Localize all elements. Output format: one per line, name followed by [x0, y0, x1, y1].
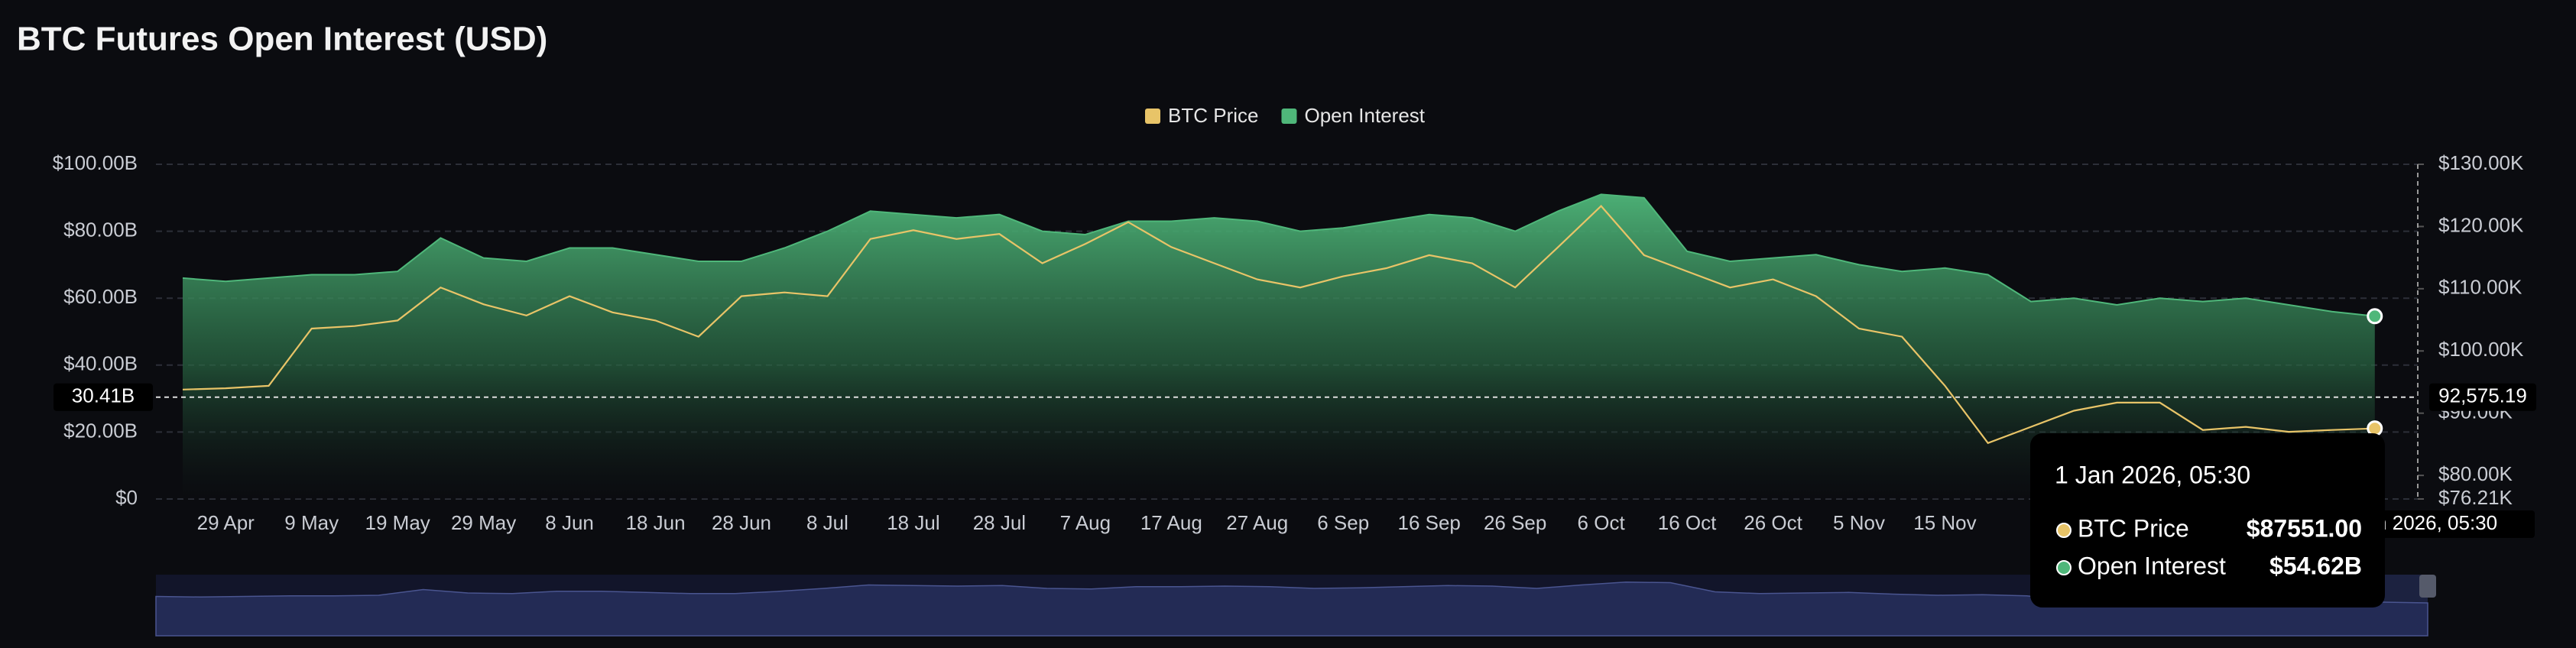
y2-tick-label: $76.21K — [2438, 486, 2513, 509]
x-tick-label: 8 Jun — [545, 511, 594, 534]
tooltip-title: 1 Jan 2026, 05:30 — [2055, 461, 2250, 488]
y-tick-label: $60.00B — [63, 285, 138, 308]
area-edge — [182, 193, 2375, 317]
tooltip-dot — [2056, 523, 2072, 538]
x-tick-label: 6 Sep — [1317, 511, 1369, 534]
x-tick-label: 17 Aug — [1140, 511, 1202, 534]
y2-tick-label: $130.00K — [2438, 151, 2524, 174]
legend-swatch[interactable] — [1145, 109, 1160, 124]
point-marker — [2367, 308, 2383, 325]
y-tick-label: $80.00B — [63, 218, 138, 241]
x-tick-label: 6 Oct — [1578, 511, 1626, 534]
y-tick-label: $0 — [115, 486, 138, 509]
legend-swatch[interactable] — [1281, 109, 1297, 124]
tooltip-series: BTC Price — [2078, 514, 2189, 542]
y2-tick-label: $80.00K — [2438, 462, 2513, 485]
line — [182, 205, 2375, 445]
y2-tick-label: $120.00K — [2438, 213, 2524, 236]
x-tick-label: 16 Sep — [1397, 511, 1460, 534]
x-tick-label: 26 Sep — [1484, 511, 1546, 534]
x-tick-label: 27 Aug — [1226, 511, 1288, 534]
chart-title: BTC Futures Open Interest (USD) — [17, 21, 547, 58]
crosshair-y2-box — [2429, 383, 2536, 411]
y-tick-label: $100.00B — [53, 151, 138, 174]
x-tick-label: 28 Jul — [973, 511, 1026, 534]
legend: BTC Price Open Interest — [1145, 104, 1426, 127]
legend-label[interactable]: Open Interest — [1304, 104, 1425, 127]
x-tick-label: 26 Oct — [1744, 511, 1802, 534]
point-marker — [2367, 420, 2383, 437]
x-tick-label: 16 Oct — [1658, 511, 1717, 534]
navigator-handle[interactable] — [2419, 575, 2436, 598]
tooltip: 1 Jan 2026, 05:30 BTC Price $87551.00 Open … — [2030, 433, 2385, 608]
x-tick-label: 8 Jul — [806, 511, 848, 534]
crosshair-y-label: 30.41B — [72, 384, 135, 407]
x-tick-label: 19 May — [365, 511, 430, 534]
tooltip-series: Open Interest — [2078, 552, 2226, 579]
legend-label[interactable]: BTC Price — [1168, 104, 1258, 127]
y2-tick-label: $100.00K — [2438, 338, 2524, 361]
y-tick-label: $20.00B — [63, 419, 138, 442]
y2-tick-label: $110.00K — [2438, 276, 2522, 299]
crosshair-y-box — [54, 383, 153, 411]
x-tick-label: 18 Jun — [625, 511, 685, 534]
area — [183, 194, 2375, 499]
tooltip-box — [2030, 433, 2385, 608]
tooltip-value: $87551.00 — [2247, 514, 2362, 542]
x-tick-label: 18 Jul — [887, 511, 939, 534]
crosshair-y2-label: 92,575.19 — [2438, 384, 2527, 407]
x-tick-label: 9 May — [284, 511, 339, 534]
y-tick-label: $40.00B — [63, 352, 138, 375]
x-tick-label: 29 May — [451, 511, 516, 534]
x-tick-label: 29 Apr — [197, 511, 255, 534]
tooltip-value: $54.62B — [2269, 552, 2362, 579]
x-tick-label: 5 Nov — [1833, 511, 1885, 534]
x-tick-label: 7 Aug — [1060, 511, 1111, 534]
x-tick-label: 28 Jun — [712, 511, 771, 534]
tooltip-dot — [2056, 560, 2072, 575]
x-tick-label: 15 Nov — [1913, 511, 1976, 534]
